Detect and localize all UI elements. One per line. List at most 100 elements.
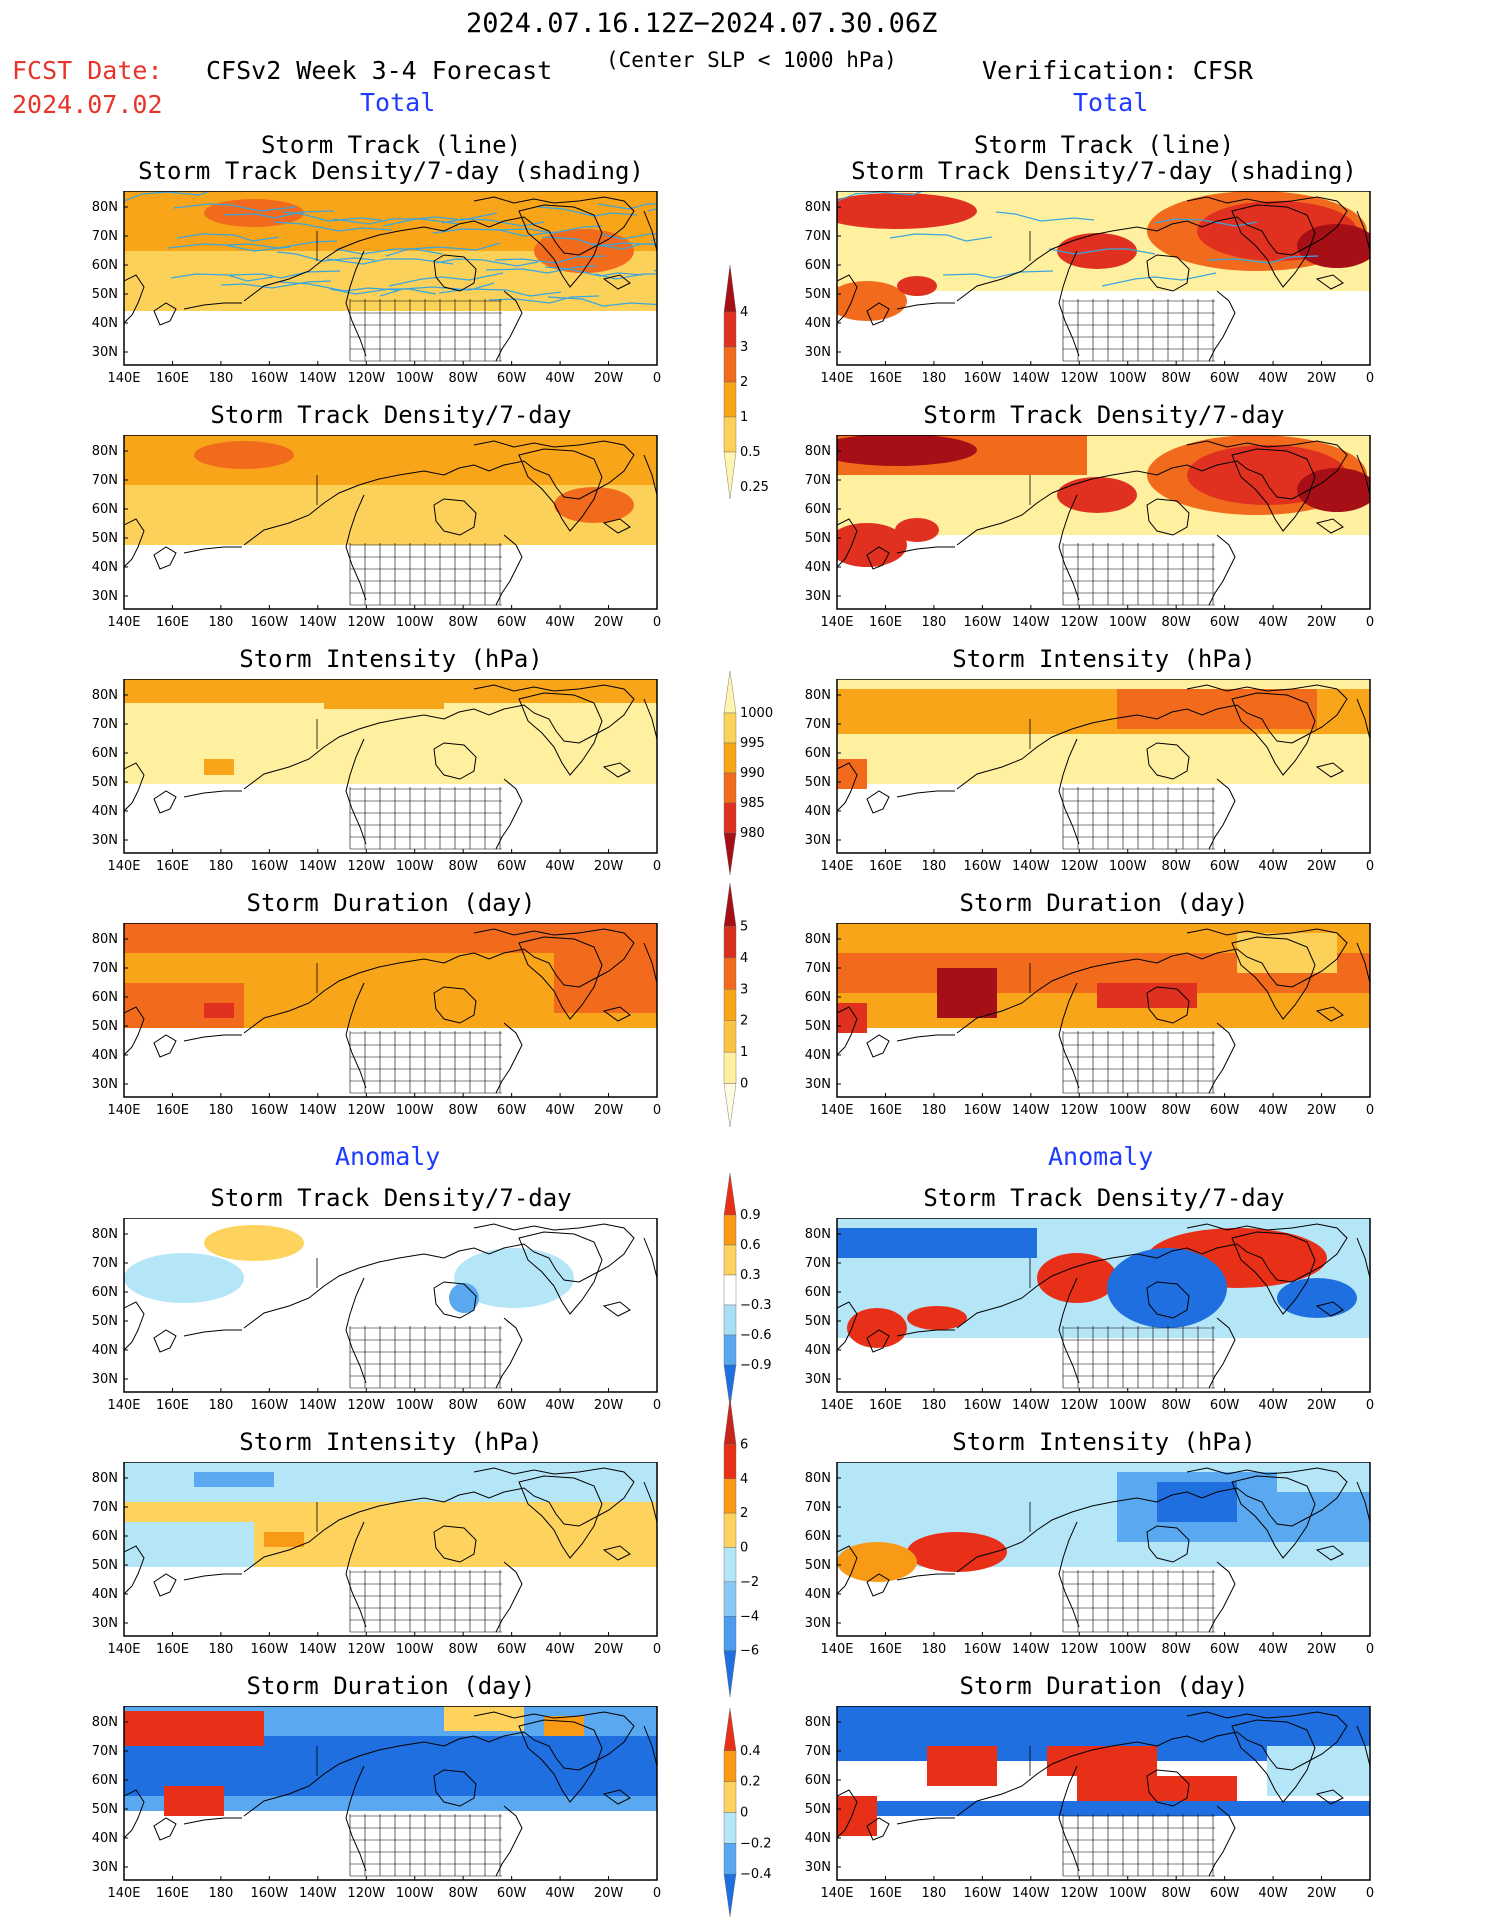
- colorbar-duration-anomaly: 0.4 0.2 0 −0.2 −0.4: [712, 1705, 782, 1924]
- lon-label: 80W: [1161, 1398, 1191, 1413]
- storm-track: [273, 221, 393, 232]
- lat-label: 60N: [805, 1529, 831, 1544]
- lon-label: 140W: [299, 859, 337, 874]
- colorbar-swatch: [723, 1214, 737, 1246]
- anom-pos: [837, 1542, 917, 1582]
- lon-label: 100W: [1109, 859, 1147, 874]
- colorbar-swatch: [723, 772, 737, 804]
- lon-label: 160W: [964, 1398, 1002, 1413]
- lon-label: 20W: [594, 1103, 624, 1118]
- shading-field: [124, 679, 657, 784]
- lat-label: 60N: [805, 502, 831, 517]
- colorbar-label: 4: [740, 1472, 748, 1487]
- lon-label: 100W: [1109, 1886, 1147, 1901]
- storm-track: [942, 270, 1054, 279]
- title-intensity-right: Storm Intensity (hPa): [952, 645, 1256, 673]
- lon-label: 120W: [1060, 1398, 1098, 1413]
- lat-label: 30N: [805, 833, 831, 848]
- lat-label: 60N: [92, 1285, 118, 1300]
- colorbar-density-anomaly: 0.9 0.6 0.3 −0.3 −0.6 −0.9: [712, 1170, 782, 1414]
- lon-label: 140W: [299, 1642, 337, 1657]
- lat-label: 30N: [805, 1616, 831, 1631]
- lon-label: 120W: [1060, 859, 1098, 874]
- map-intensity-forecast: 80N 70N 60N 50N 40N 30N 140E 160E 180 160W 140W 120…: [84, 679, 667, 877]
- lat-label: 60N: [805, 258, 831, 273]
- coastlines: [837, 684, 1370, 850]
- lon-label: 120W: [347, 1103, 385, 1118]
- anom-neg: [1277, 1278, 1357, 1318]
- lon-label: 0: [653, 615, 661, 630]
- map-frame: [836, 679, 1371, 854]
- lon-label: 80W: [1161, 371, 1191, 386]
- lat-label: 40N: [805, 560, 831, 575]
- lat-label: 40N: [92, 560, 118, 575]
- lon-label: 0: [653, 1398, 661, 1413]
- lon-label: 80W: [448, 371, 478, 386]
- colorbar-swatch: [723, 957, 737, 990]
- duration-fill: [554, 953, 657, 1013]
- duration-fill: [937, 968, 997, 1018]
- anom-pos: [264, 1532, 304, 1547]
- anom-neg: [1267, 1492, 1370, 1542]
- lon-label: 180: [208, 1103, 233, 1118]
- lat-label: 30N: [805, 345, 831, 360]
- section-anomaly-right: Anomaly: [1048, 1142, 1154, 1171]
- colorbar-density-total: 4 3 2 1 0.5 0.25: [712, 262, 782, 506]
- fcst-date-value: 2024.07.02: [12, 90, 163, 119]
- colorbar-label: −0.2: [740, 1836, 772, 1851]
- lon-label: 60W: [497, 859, 527, 874]
- coastlines: [124, 196, 657, 362]
- lon-label: 80W: [1161, 1886, 1191, 1901]
- map-duration-anom-verification: 80N 70N 60N 50N 40N 30N 140E 160E 180 160W 140W 120…: [797, 1706, 1380, 1904]
- anom-neg: [837, 1228, 1037, 1258]
- lat-label: 30N: [805, 1372, 831, 1387]
- lat-label: 70N: [92, 473, 118, 488]
- lat-label: 80N: [805, 688, 831, 703]
- anom-pos: [907, 1532, 1007, 1572]
- lon-label: 40W: [545, 1103, 575, 1118]
- lon-label: 60W: [1210, 859, 1240, 874]
- lat-label: 30N: [805, 1077, 831, 1092]
- colorbar-label: 1000: [740, 706, 773, 721]
- lon-label: 100W: [1109, 615, 1147, 630]
- lon-label: 180: [208, 859, 233, 874]
- shading-field: [124, 191, 657, 311]
- map-frame: [836, 191, 1371, 366]
- lat-label: 60N: [805, 1285, 831, 1300]
- storm-track: [485, 265, 597, 274]
- colorbar-swatch: [723, 1873, 737, 1918]
- lon-label: 160E: [869, 371, 902, 386]
- lon-label: 140E: [820, 615, 853, 630]
- lon-label: 0: [1366, 1398, 1374, 1413]
- lon-label: 160W: [251, 859, 289, 874]
- storm-track: [837, 191, 925, 202]
- colorbar-label: −0.6: [740, 1328, 772, 1343]
- lat-label: 40N: [92, 1343, 118, 1358]
- anom-neg: [449, 1283, 479, 1313]
- lon-label: 20W: [1307, 1398, 1337, 1413]
- lon-label: 180: [921, 859, 946, 874]
- lat-label: 50N: [92, 287, 118, 302]
- colorbar-label: 990: [740, 766, 765, 781]
- colorbar-swatch: [723, 1547, 737, 1583]
- storm-track: [1048, 248, 1156, 255]
- lon-label: 20W: [1307, 371, 1337, 386]
- lat-label: 30N: [92, 833, 118, 848]
- colorbar-label: −2: [740, 1575, 759, 1590]
- lon-label: 120W: [1060, 1886, 1098, 1901]
- lat-label: 80N: [805, 1471, 831, 1486]
- lon-label: 160E: [156, 1103, 189, 1118]
- shading-field: [124, 1706, 657, 1816]
- lon-label: 0: [1366, 859, 1374, 874]
- lon-label: 180: [208, 1886, 233, 1901]
- lat-label: 60N: [805, 990, 831, 1005]
- anom-pos: [544, 1716, 584, 1736]
- colorbar-swatch: [723, 1512, 737, 1548]
- lon-label: 80W: [1161, 615, 1191, 630]
- lat-label: 40N: [92, 1048, 118, 1063]
- lon-label: 160E: [869, 615, 902, 630]
- anom-neg: [1107, 1248, 1227, 1328]
- lon-label: 160W: [251, 615, 289, 630]
- lon-label: 80W: [448, 1103, 478, 1118]
- colorbar-label: 0: [740, 1541, 748, 1556]
